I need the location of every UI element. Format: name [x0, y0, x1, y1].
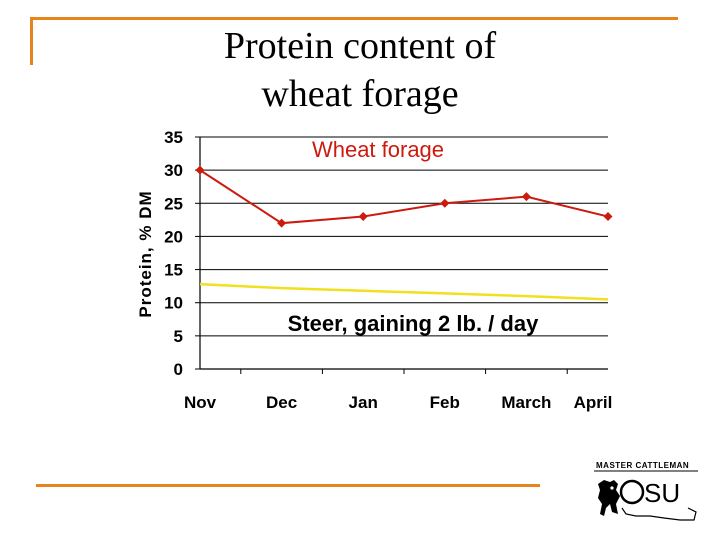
y-tick-label: 30 [164, 161, 183, 180]
data-point [358, 212, 368, 222]
y-axis-label: Protein, % DM [136, 190, 155, 317]
series-label-wheat-forage: Wheat forage [312, 137, 444, 162]
x-tick-label: Dec [266, 393, 297, 412]
slide-title: Protein content of wheat forage [160, 22, 560, 118]
data-point [277, 218, 287, 228]
y-tick-label: 15 [164, 261, 183, 280]
x-tick-label: March [501, 393, 551, 412]
y-tick-label: 35 [164, 128, 183, 147]
frame-bottom-line [36, 484, 540, 487]
data-point [195, 165, 205, 175]
master-cattleman-osu-logo: MASTER CATTLEMAN SU [594, 461, 698, 521]
series-line-steer [199, 282, 609, 301]
oklahoma-outline [621, 507, 697, 521]
series-line-wheat-forage [199, 169, 609, 225]
data-point [440, 198, 450, 208]
x-tick-label: Jan [349, 393, 378, 412]
y-tick-label: 25 [164, 194, 183, 213]
y-tick-label: 20 [164, 227, 183, 246]
data-point [603, 212, 613, 222]
osu-o-letter [619, 479, 645, 505]
slide-title-line-2: wheat forage [261, 73, 459, 115]
x-tick-label: Nov [184, 393, 217, 412]
y-tick-label: 10 [164, 294, 183, 313]
frame-top-line [30, 17, 678, 20]
frame-left-line [30, 17, 33, 65]
y-tick-label: 5 [174, 327, 183, 346]
y-tick-label: 0 [174, 360, 183, 379]
cattle-silhouette-icon [598, 480, 620, 516]
series-label-steer: Steer, gaining 2 lb. / day [288, 311, 539, 336]
logo-text-master-cattleman: MASTER CATTLEMAN [596, 461, 689, 470]
logo-text-osu: SU [644, 478, 680, 508]
x-tick-label: Feb [430, 393, 460, 412]
data-point [521, 192, 531, 202]
slide-title-line-1: Protein content of [223, 25, 497, 67]
x-tick-label: April [574, 393, 613, 412]
